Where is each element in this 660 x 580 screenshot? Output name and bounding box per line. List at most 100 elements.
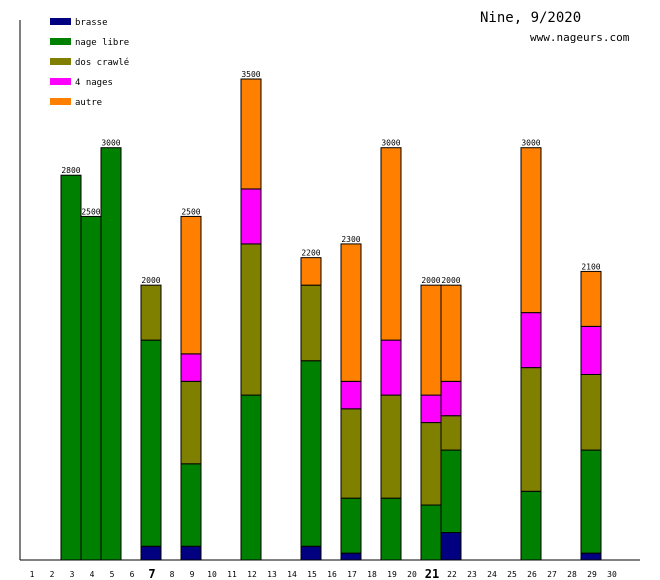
- x-tick-label: 12: [247, 570, 257, 579]
- bar-segment-day29-2: [580, 373, 602, 451]
- x-tick-label: 11: [227, 570, 237, 579]
- total-label-day9: 2500: [181, 207, 200, 216]
- bar-segment-day4-1: [80, 215, 102, 561]
- x-tick-label: 20: [407, 570, 417, 579]
- x-tick-label: 10: [207, 570, 217, 579]
- total-label-day15: 2200: [301, 249, 320, 258]
- bar-segment-day5-1: [100, 147, 122, 561]
- x-tick-label: 29: [587, 570, 597, 579]
- bar-segment-day9-4: [180, 215, 202, 355]
- bar-segment-day21-3: [420, 394, 442, 424]
- x-tick-label: 16: [327, 570, 337, 579]
- x-tick-label: 8: [170, 570, 175, 579]
- total-label-day19: 3000: [381, 139, 400, 148]
- bar-segment-day9-2: [180, 380, 202, 465]
- x-tick-label: 3: [70, 570, 75, 579]
- x-tick-label: 25: [507, 570, 517, 579]
- x-tick-label: 1: [30, 570, 35, 579]
- x-tick-label: 14: [287, 570, 297, 579]
- bar-segment-day29-1: [580, 449, 602, 554]
- bar-segment-day3-1: [60, 174, 82, 561]
- bar-segment-day7-1: [140, 339, 162, 547]
- total-label-day3: 2800: [61, 166, 80, 175]
- x-tick-label: 5: [110, 570, 115, 579]
- chart-title: Nine, 9/2020: [480, 10, 582, 26]
- total-label-day5: 3000: [101, 139, 120, 148]
- bar-segment-day12-1: [240, 394, 262, 561]
- bar-segment-day21-4: [420, 284, 442, 396]
- bar-segment-day26-4: [520, 147, 542, 314]
- x-tick-label: 4: [90, 570, 95, 579]
- total-label-day17: 2300: [341, 235, 360, 244]
- total-label-day4: 2500: [81, 207, 100, 216]
- x-tick-label: 2: [50, 570, 55, 579]
- bar-segment-day15-2: [300, 284, 322, 362]
- bar-segment-day15-1: [300, 360, 322, 547]
- bar-segment-day17-0: [340, 552, 362, 561]
- total-label-day12: 3500: [241, 70, 260, 79]
- x-tick-label: 18: [367, 570, 377, 579]
- legend-swatch-3: [50, 78, 71, 85]
- total-label-day26: 3000: [521, 139, 540, 148]
- bar-segment-day29-4: [580, 270, 602, 327]
- bar-segment-day7-0: [140, 545, 162, 561]
- x-tick-label: 30: [607, 570, 617, 579]
- bar-segment-day26-1: [520, 490, 542, 561]
- x-tick-label: 26: [527, 570, 537, 579]
- x-tick-label: 15: [307, 570, 317, 579]
- x-tick-label: 22: [447, 570, 457, 579]
- x-tick-label: 6: [130, 570, 135, 579]
- x-tick-label: 9: [190, 570, 195, 579]
- chart-subtitle: www.nageurs.com: [530, 31, 630, 44]
- bar-segment-day17-4: [340, 243, 362, 382]
- legend-swatch-2: [50, 58, 71, 65]
- legend-label-0: brasse: [75, 18, 108, 28]
- bar-segment-day19-4: [380, 147, 402, 341]
- x-tick-label: 21: [425, 567, 439, 580]
- bar-segment-day22-4: [440, 284, 462, 382]
- bar-segment-day21-1: [420, 504, 442, 561]
- x-tick-label: 27: [547, 570, 557, 579]
- bar-segment-day15-4: [300, 257, 322, 286]
- legend-label-3: 4 nages: [75, 78, 113, 88]
- legend-label-1: nage libre: [75, 38, 129, 48]
- bar-segment-day22-0: [440, 532, 462, 561]
- bar-segment-day15-0: [300, 545, 322, 561]
- legend-swatch-1: [50, 38, 71, 45]
- bar-segment-day17-2: [340, 408, 362, 499]
- bar-segment-day22-2: [440, 415, 462, 451]
- bar-segment-day17-1: [340, 497, 362, 554]
- bar-segment-day12-3: [240, 188, 262, 245]
- bar-segment-day17-3: [340, 380, 362, 410]
- bar-segment-day9-1: [180, 463, 202, 547]
- bar-segment-day29-0: [580, 552, 602, 561]
- bar-segment-day19-2: [380, 394, 402, 499]
- bar-segment-day26-3: [520, 312, 542, 369]
- bar-segment-day9-3: [180, 353, 202, 382]
- x-tick-label: 17: [347, 570, 357, 579]
- x-tick-label: 19: [387, 570, 397, 579]
- bar-segment-day22-1: [440, 449, 462, 534]
- legend-label-4: autre: [75, 98, 102, 108]
- x-tick-label: 23: [467, 570, 477, 579]
- legend-swatch-4: [50, 98, 71, 105]
- bar-segment-day9-0: [180, 545, 202, 561]
- bar-segment-day12-2: [240, 243, 262, 396]
- total-label-day7: 2000: [141, 276, 160, 285]
- legend-swatch-0: [50, 18, 71, 25]
- total-label-day22: 2000: [441, 276, 460, 285]
- bar-segment-day26-2: [520, 367, 542, 492]
- x-tick-label: 13: [267, 570, 277, 579]
- bar-segment-day7-2: [140, 284, 162, 341]
- bar-segment-day22-3: [440, 380, 462, 417]
- bar-segment-day12-4: [240, 78, 262, 190]
- x-tick-label: 24: [487, 570, 497, 579]
- total-label-day21: 2000: [421, 276, 440, 285]
- x-tick-label: 7: [148, 567, 155, 580]
- bar-segment-day19-1: [380, 497, 402, 561]
- total-label-day29: 2100: [581, 262, 600, 271]
- x-tick-label: 28: [567, 570, 577, 579]
- bar-segment-day21-2: [420, 422, 442, 506]
